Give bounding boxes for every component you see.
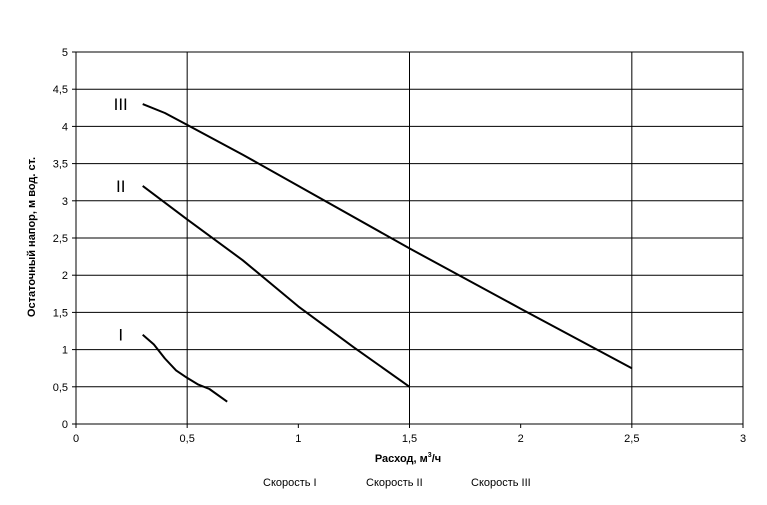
legend: Скорость I Скорость II Скорость III [263,477,531,489]
y-tick-label: 0 [62,419,68,431]
y-tick-label: 4 [62,121,68,133]
x-axis-tick-labels: 0 0,5 1 1,5 2 2,5 3 [73,424,746,445]
x-tick-label: 2,5 [624,433,639,445]
y-tick-label: 2 [62,270,68,282]
y-tick-label: 1,5 [53,307,68,319]
y-tick-label: 4,5 [53,84,68,96]
x-tick-label: 1 [295,433,301,445]
x-axis-title: Расход, м3/ч [375,452,441,465]
y-tick-label: 3,5 [53,159,68,171]
x-axis-title-sup: 3 [428,452,432,459]
legend-item-speed-3: Скорость III [471,477,531,489]
y-tick-label: 0,5 [53,382,68,394]
x-tick-label: 2 [518,433,524,445]
y-axis-title: Остаточный напор, м вод. ст. [26,157,38,317]
series-line-speed-3 [142,103,633,370]
y-tick-label: 1 [62,345,68,357]
y-tick-label: 2,5 [53,233,68,245]
legend-item-speed-1: Скорость I [263,477,317,489]
chart-grid [76,52,743,424]
y-tick-label: 5 [62,47,68,59]
series-line-speed-1 [142,333,228,403]
x-tick-label: 3 [740,433,746,445]
y-axis-tick-labels: 0 0,5 1 1,5 2 2,5 3 3,5 4 4,5 5 [53,47,76,431]
curve-label-speed-2: II [116,177,125,196]
x-axis-title-tail: /ч [432,453,441,465]
curve-label-speed-1: I [118,326,123,345]
x-tick-label: 1,5 [402,433,417,445]
x-axis-title-main: Расход, м [375,453,428,465]
x-tick-label: 0,5 [180,433,195,445]
curves [142,103,633,403]
series-line-speed-2 [142,185,411,388]
legend-item-speed-2: Скорость II [366,477,423,489]
y-tick-label: 3 [62,196,68,208]
x-tick-label: 0 [73,433,79,445]
curve-label-speed-3: III [114,95,128,114]
